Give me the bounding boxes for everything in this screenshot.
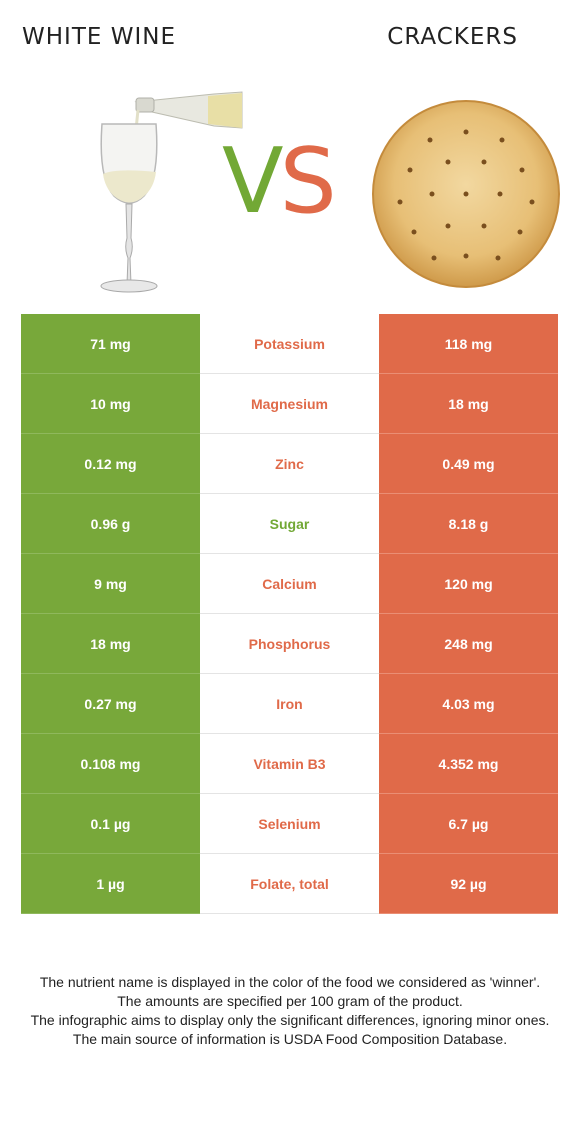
table-row: 0.108 mg Vitamin B3 4.352 mg <box>21 734 558 794</box>
cracker-icon <box>370 98 562 290</box>
right-value: 8.18 g <box>379 494 558 554</box>
nutrient-name: Zinc <box>200 434 379 493</box>
table-row: 9 mg Calcium 120 mg <box>21 554 558 614</box>
vs-v-letter: V <box>222 129 280 234</box>
right-value: 120 mg <box>379 554 558 614</box>
footer-line-source: The main source of information is USDA F… <box>10 1030 570 1049</box>
table-row: 0.96 g Sugar 8.18 g <box>21 494 558 554</box>
footer-notes: The nutrient name is displayed in the co… <box>10 973 570 1049</box>
nutrient-name: Calcium <box>200 554 379 613</box>
right-value: 118 mg <box>379 314 558 374</box>
right-food-title: CRACKERS <box>387 24 518 50</box>
table-row: 1 µg Folate, total 92 µg <box>21 854 558 914</box>
nutrient-name: Sugar <box>200 494 379 553</box>
table-row: 18 mg Phosphorus 248 mg <box>21 614 558 674</box>
nutrient-name: Vitamin B3 <box>200 734 379 793</box>
table-row: 0.12 mg Zinc 0.49 mg <box>21 434 558 494</box>
left-value: 0.27 mg <box>21 674 200 734</box>
right-value: 248 mg <box>379 614 558 674</box>
left-value: 0.108 mg <box>21 734 200 794</box>
vs-s-letter: S <box>280 129 333 234</box>
left-food-title: WHITE WINE <box>22 24 176 50</box>
table-row: 10 mg Magnesium 18 mg <box>21 374 558 434</box>
footer-line-amounts: The amounts are specified per 100 gram o… <box>10 992 570 1011</box>
left-value: 10 mg <box>21 374 200 434</box>
nutrient-name: Phosphorus <box>200 614 379 673</box>
right-value: 18 mg <box>379 374 558 434</box>
nutrient-name: Selenium <box>200 794 379 853</box>
left-value: 1 µg <box>21 854 200 914</box>
left-value: 0.1 µg <box>21 794 200 854</box>
nutrient-name: Folate, total <box>200 854 379 913</box>
vs-label: VS <box>222 132 352 232</box>
right-value: 92 µg <box>379 854 558 914</box>
nutrient-name: Potassium <box>200 314 379 373</box>
table-row: 71 mg Potassium 118 mg <box>21 314 558 374</box>
left-value: 18 mg <box>21 614 200 674</box>
left-value: 0.12 mg <box>21 434 200 494</box>
footer-line-aims: The infographic aims to display only the… <box>10 1011 570 1030</box>
right-value: 4.352 mg <box>379 734 558 794</box>
footer-line-winner: The nutrient name is displayed in the co… <box>10 973 570 992</box>
nutrient-comparison-table: 71 mg Potassium 118 mg 10 mg Magnesium 18 mg 0… <box>21 314 558 914</box>
left-value: 71 mg <box>21 314 200 374</box>
nutrient-name: Magnesium <box>200 374 379 433</box>
nutrient-name: Iron <box>200 674 379 733</box>
left-value: 0.96 g <box>21 494 200 554</box>
left-value: 9 mg <box>21 554 200 614</box>
right-value: 4.03 mg <box>379 674 558 734</box>
table-row: 0.1 µg Selenium 6.7 µg <box>21 794 558 854</box>
right-value: 0.49 mg <box>379 434 558 494</box>
table-row: 0.27 mg Iron 4.03 mg <box>21 674 558 734</box>
right-value: 6.7 µg <box>379 794 558 854</box>
